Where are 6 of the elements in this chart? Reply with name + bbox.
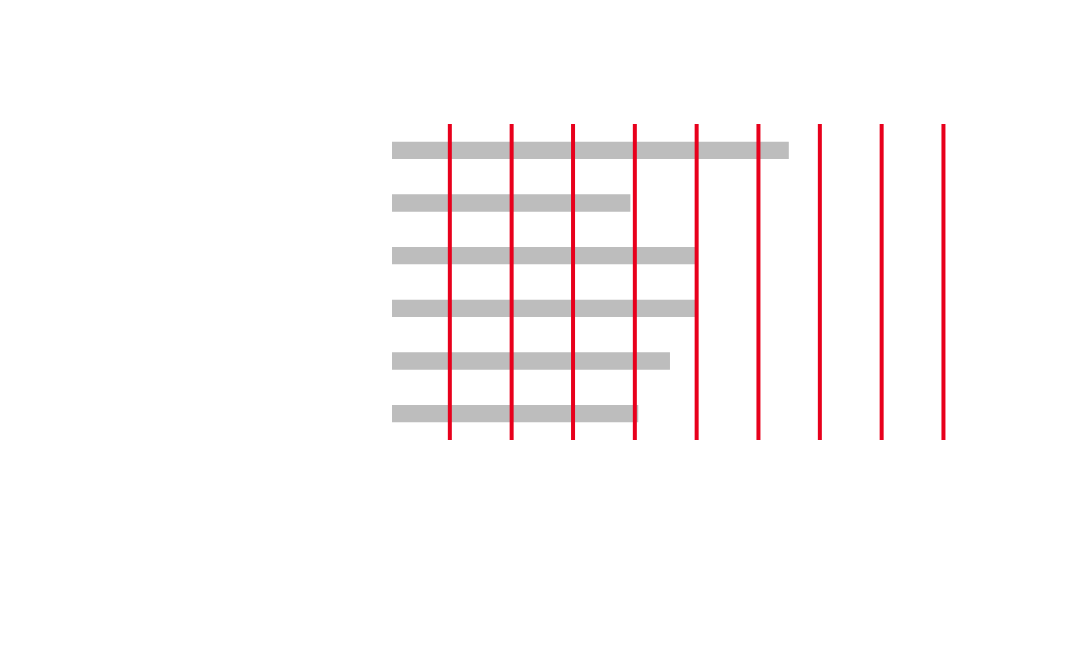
bar xyxy=(392,194,631,212)
bar xyxy=(392,299,698,317)
bar xyxy=(392,405,639,423)
bar xyxy=(392,352,670,370)
bar xyxy=(392,141,789,159)
bar xyxy=(392,247,698,265)
